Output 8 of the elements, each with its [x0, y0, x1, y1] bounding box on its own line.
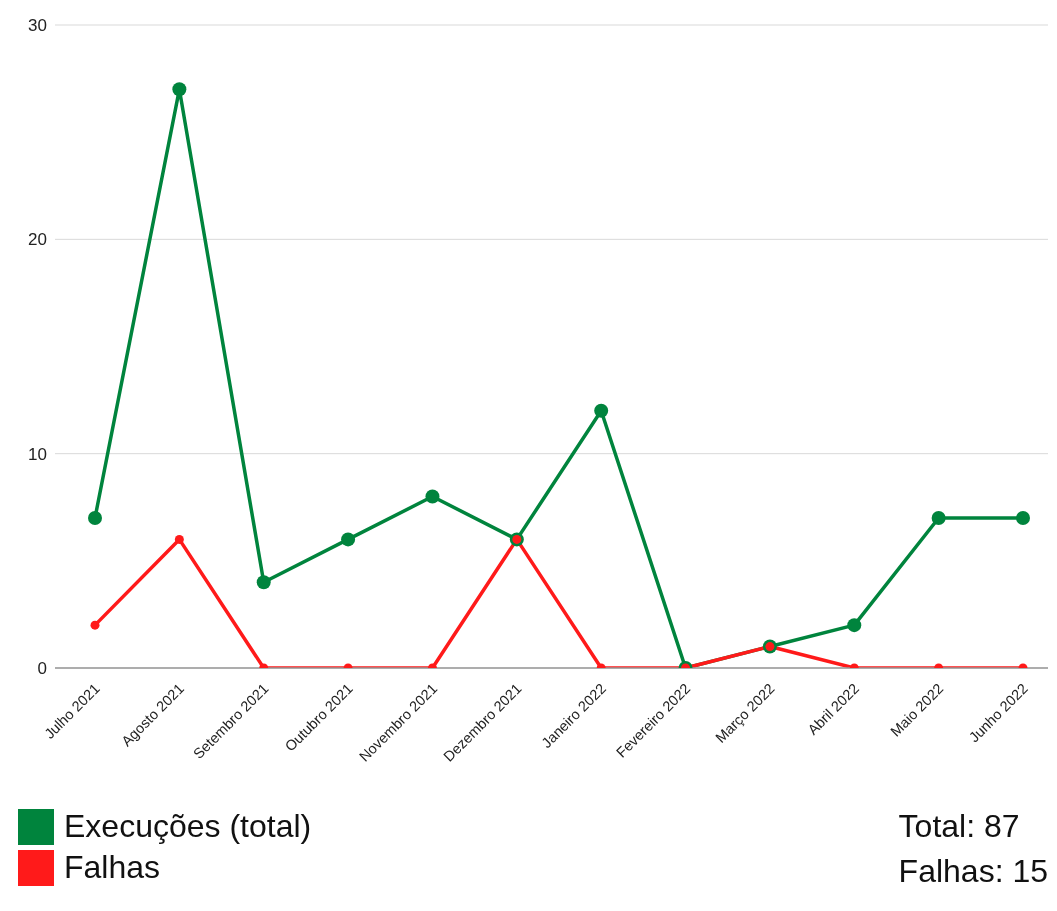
text: Total: 87: [898, 808, 1021, 845]
legend-label: Falhas: [64, 849, 161, 886]
y-tick-label: 30: [28, 16, 47, 36]
text: Falhas: 15: [898, 853, 1048, 890]
y-tick-label: 10: [28, 444, 47, 464]
y-tick-label: 0: [37, 659, 47, 679]
y-tick-label: 20: [28, 230, 47, 250]
legend-label: Execuções (total): [64, 808, 312, 845]
